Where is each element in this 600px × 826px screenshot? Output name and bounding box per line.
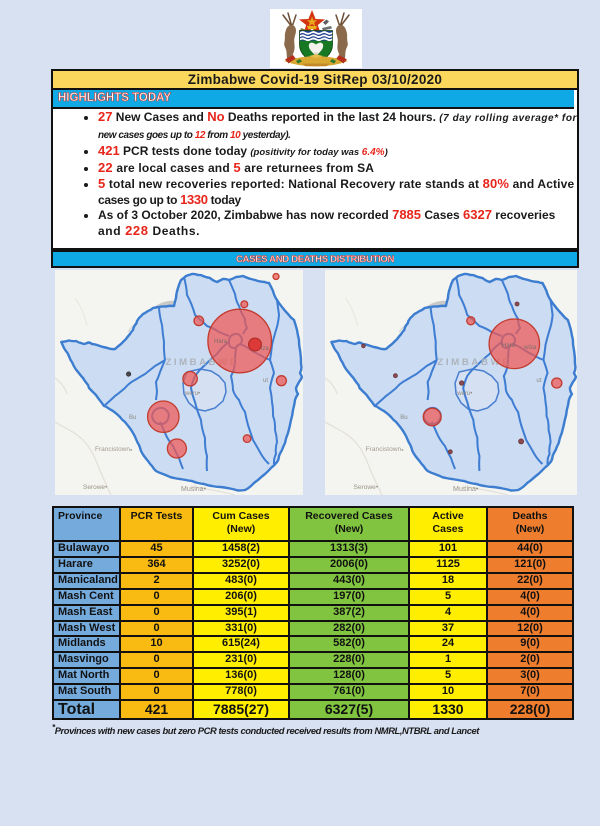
- svg-text:Serowe•: Serowe•: [353, 484, 378, 491]
- svg-text:Bu: Bu: [129, 415, 136, 421]
- svg-text:iza: iza: [261, 346, 269, 352]
- svg-text:weru•: weru•: [456, 391, 472, 397]
- svg-text:Musina•: Musina•: [453, 486, 479, 493]
- svg-text:weru•: weru•: [184, 391, 200, 397]
- svg-text:ZIMBABWE: ZIMBABWE: [437, 357, 511, 368]
- svg-text:Bu: Bu: [400, 415, 407, 421]
- svg-text:Francistown●: Francistown●: [95, 446, 133, 453]
- svg-text:ZIMBABWE: ZIMBABWE: [165, 357, 238, 368]
- svg-text:Hara: Hara: [214, 339, 228, 345]
- svg-text:Serowe•: Serowe•: [83, 484, 108, 491]
- svg-text:Musina•: Musina•: [181, 486, 207, 493]
- svg-text:Francistown●: Francistown●: [366, 446, 405, 453]
- svg-text:ut: ut: [263, 378, 268, 384]
- svg-text:ut: ut: [536, 378, 541, 384]
- svg-text:wiza: wiza: [523, 345, 537, 351]
- svg-text:Hara: Hara: [502, 343, 516, 349]
